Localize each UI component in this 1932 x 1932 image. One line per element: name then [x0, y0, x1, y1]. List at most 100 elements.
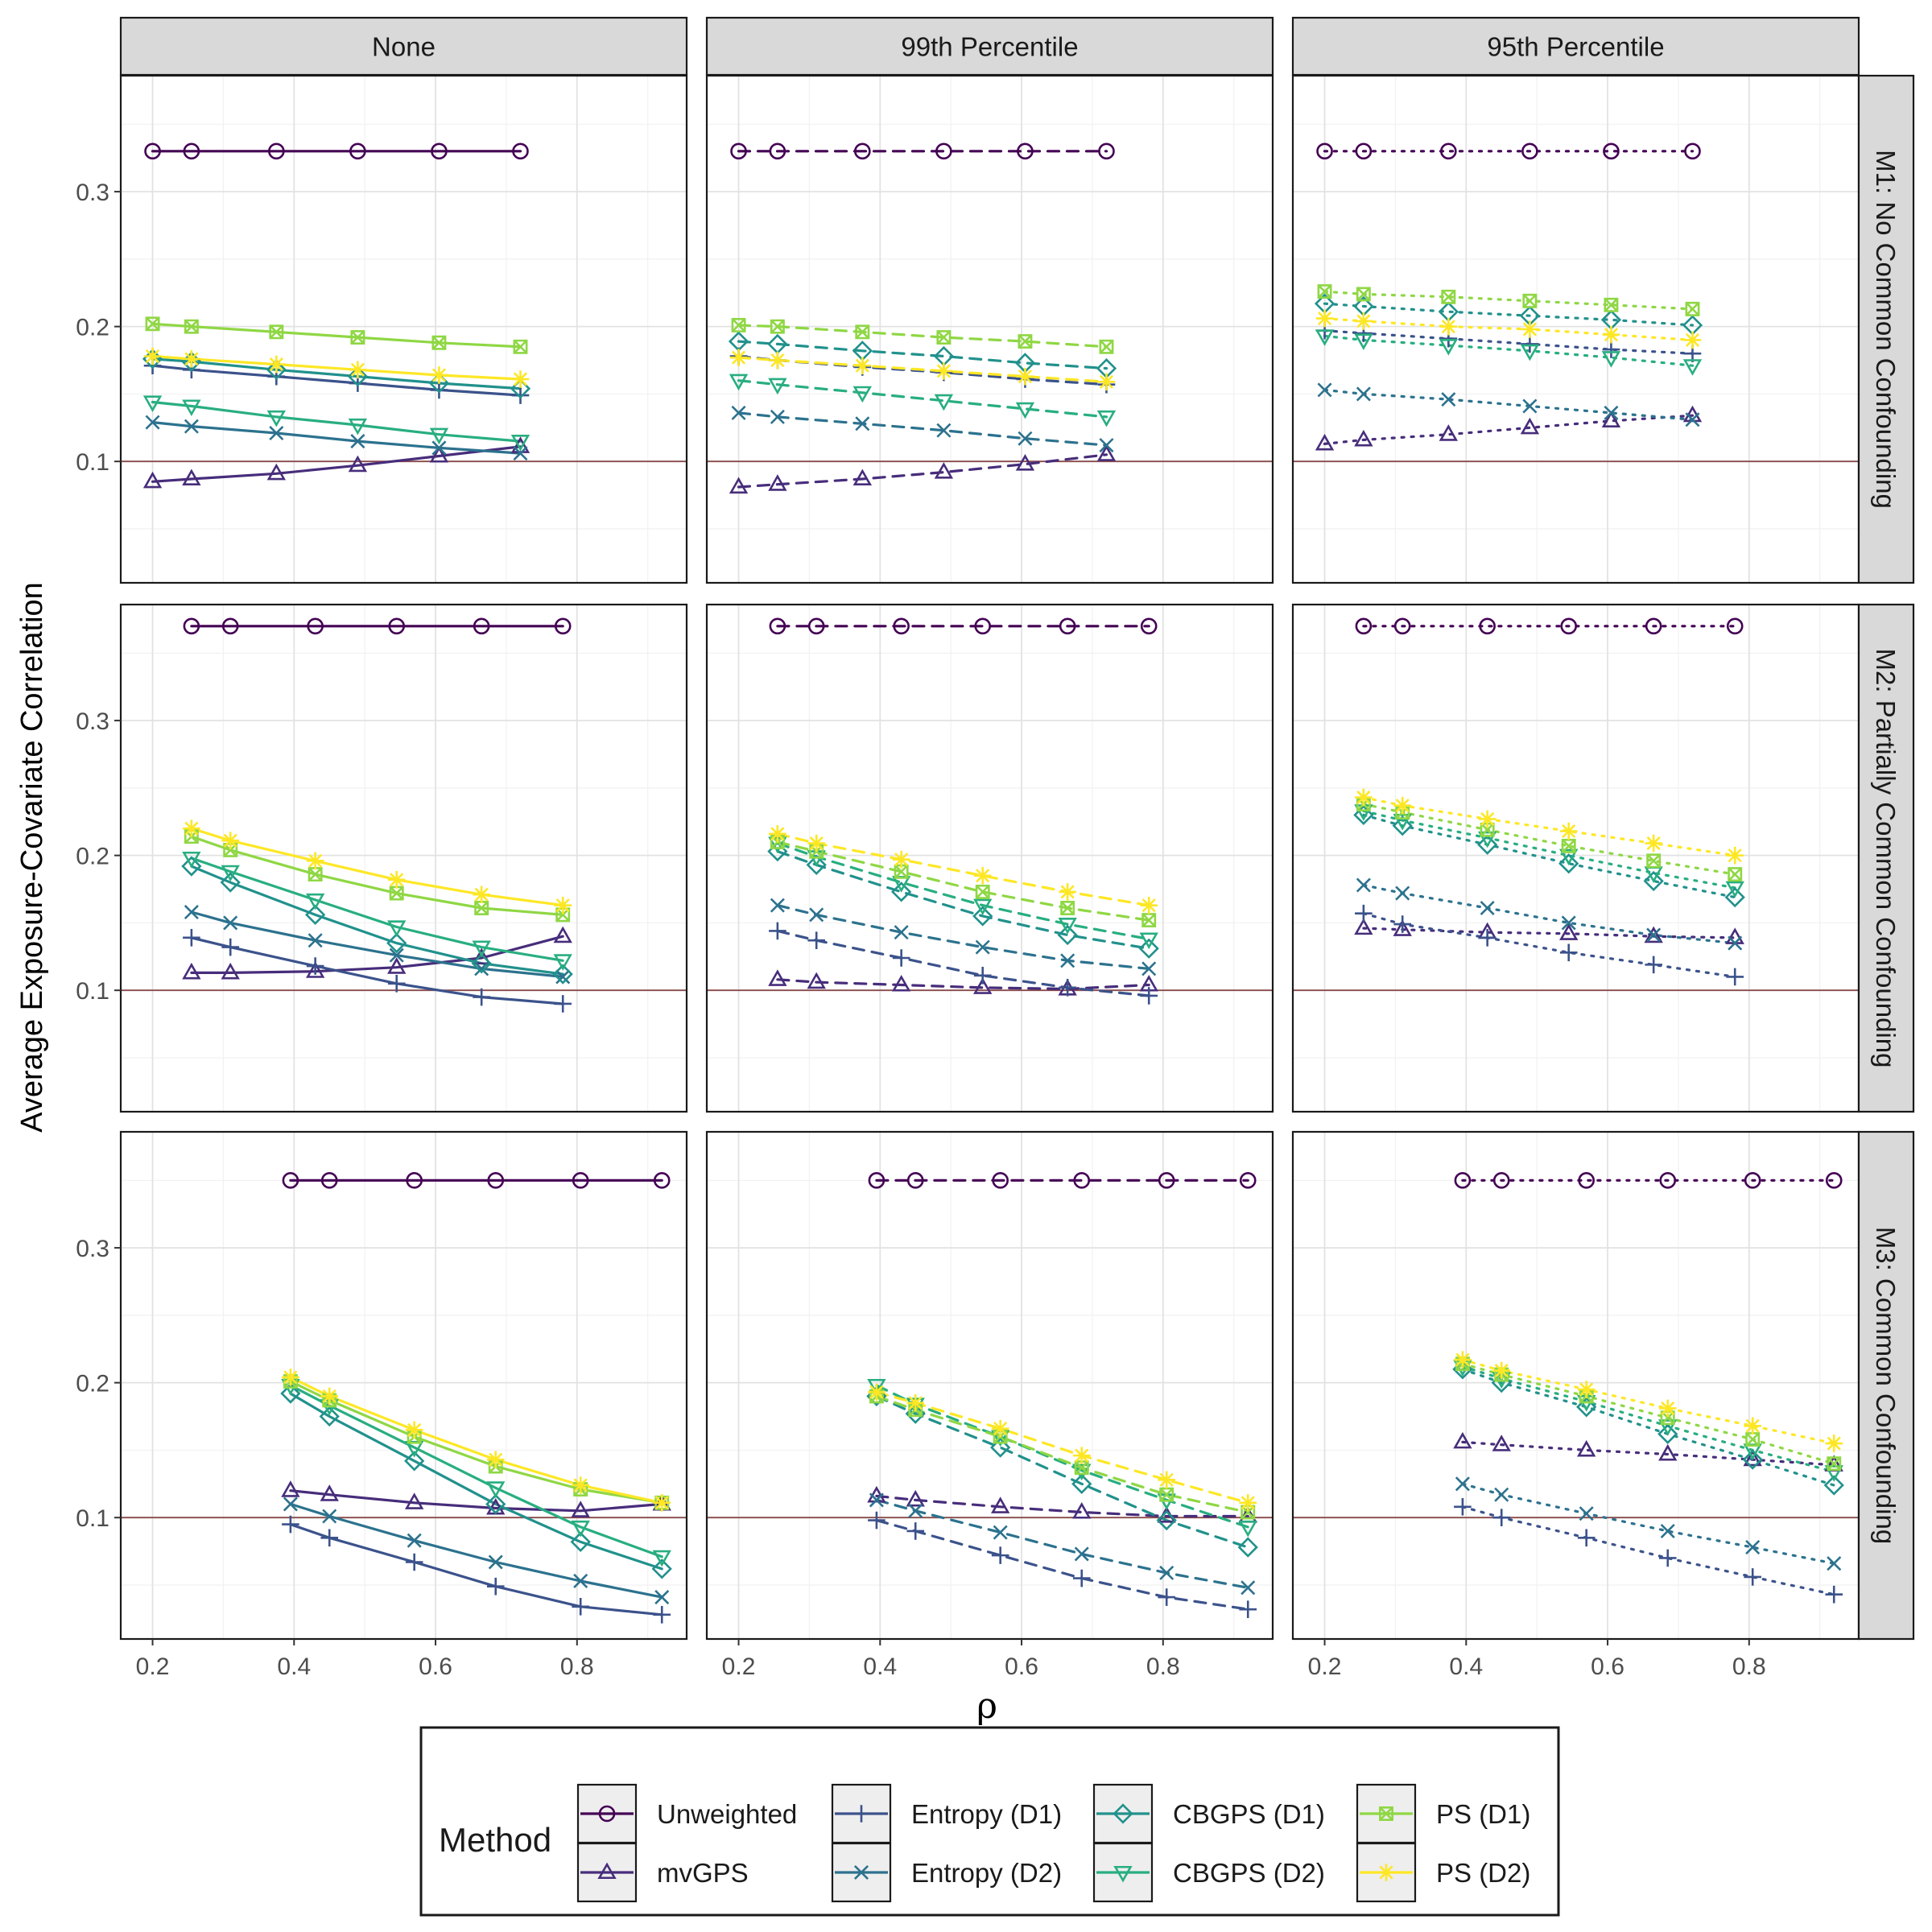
- point-unweighted: [431, 142, 448, 160]
- point-ps-d2: [1393, 796, 1412, 815]
- point-mvgps: [934, 462, 954, 479]
- point-ps-d2: [572, 1476, 589, 1494]
- point-mvgps: [990, 1496, 1010, 1513]
- series-line-entropy-d2: [151, 420, 522, 455]
- point-unweighted: [1239, 1172, 1257, 1189]
- point-cbgps-d1: [485, 1493, 506, 1515]
- series-line-entropy-d1: [190, 936, 564, 1005]
- panel-border: [119, 603, 688, 1113]
- point-mvgps: [1015, 454, 1035, 471]
- point-entropy-d1: [306, 957, 324, 975]
- series-line-ps-d2: [875, 1390, 1249, 1505]
- point-mvgps: [404, 1492, 424, 1509]
- point-cbgps-d2: [221, 865, 240, 882]
- point-entropy-d1: [1059, 979, 1076, 997]
- point-entropy-d2: [573, 1573, 588, 1588]
- point-ps-d2: [1454, 1351, 1472, 1368]
- point-entropy-d2: [1356, 877, 1371, 893]
- legend-marker-entropy-d2: [853, 1864, 869, 1880]
- point-cbgps-d1: [181, 856, 202, 877]
- point-mvgps: [1576, 1439, 1596, 1457]
- panel-r3-c2: [705, 1130, 1274, 1641]
- point-cbgps-d2: [934, 394, 954, 411]
- point-mvgps: [142, 471, 163, 489]
- point-cbgps-d2: [1096, 410, 1117, 427]
- point-ps-d2: [1140, 896, 1158, 914]
- point-cbgps-d2: [472, 940, 491, 958]
- point-entropy-d2: [184, 419, 199, 434]
- point-entropy-d1: [1492, 1509, 1511, 1526]
- point-cbgps-d2: [973, 898, 993, 916]
- point-entropy-d1: [1744, 1568, 1761, 1586]
- point-unweighted: [1578, 1172, 1595, 1189]
- point-cbgps-d2: [1139, 932, 1158, 950]
- point-cbgps-d2: [1824, 1465, 1843, 1482]
- series-line-ps-d2: [1461, 1358, 1835, 1445]
- point-entropy-d1: [973, 966, 992, 985]
- point-cbgps-d2: [1315, 329, 1335, 346]
- point-cbgps-d2: [348, 418, 368, 436]
- point-mvgps: [1354, 918, 1373, 935]
- point-entropy-d2: [936, 423, 952, 438]
- series-line-entropy-d2: [737, 411, 1108, 447]
- point-ps-d1: [1159, 1487, 1174, 1502]
- point-entropy-d2: [1018, 431, 1033, 446]
- point-cbgps-d1: [1237, 1537, 1258, 1558]
- point-cbgps-d1: [220, 872, 241, 893]
- series-line-mvgps: [190, 935, 564, 975]
- point-mvgps: [320, 1484, 339, 1501]
- point-entropy-d1: [1140, 987, 1158, 1005]
- series-line-entropy-d1: [289, 1522, 663, 1616]
- point-ps-d1: [431, 335, 447, 350]
- series-line-entropy-d1: [1461, 1505, 1835, 1596]
- point-unweighted: [282, 1172, 299, 1189]
- point-ps-d1: [975, 884, 990, 899]
- point-entropy-d2: [654, 1590, 670, 1605]
- point-cbgps-d2: [768, 378, 787, 395]
- legend-label: CBGPS (D2): [1173, 1858, 1325, 1888]
- point-ps-d2: [906, 1393, 925, 1412]
- point-entropy-d2: [1141, 961, 1157, 976]
- point-ps-d2: [991, 1419, 1009, 1438]
- series-line-cbgps-d2: [776, 841, 1150, 941]
- point-cbgps-d2: [486, 1481, 506, 1498]
- point-entropy-d1: [486, 1577, 505, 1596]
- point-cbgps-d2: [182, 399, 201, 417]
- point-cbgps-d1: [552, 964, 573, 985]
- point-ps-d1: [894, 864, 909, 879]
- point-entropy-d1: [868, 1511, 886, 1530]
- panel-background: [1293, 76, 1859, 583]
- point-unweighted: [554, 617, 572, 635]
- x-tick-label: 0.6: [1591, 1653, 1624, 1680]
- panel-background: [707, 605, 1273, 1112]
- point-cbgps-d2: [1058, 918, 1077, 935]
- point-entropy-d1: [183, 929, 200, 947]
- legend-item-ps-d2: PS (D2): [1356, 1842, 1530, 1903]
- point-mvgps: [1393, 919, 1412, 936]
- point-ps-d2: [1059, 883, 1076, 901]
- point-ps-d2: [853, 357, 872, 375]
- point-unweighted: [487, 1172, 505, 1189]
- point-ps-d1: [1317, 284, 1332, 299]
- col-strip-95th-percentile: 95th Percentile: [1291, 16, 1860, 76]
- legend-marker-unweighted: [598, 1805, 616, 1823]
- series-line-entropy-d2: [1461, 1482, 1835, 1565]
- point-unweighted: [935, 142, 952, 160]
- series-line-ps-d1: [737, 324, 1108, 349]
- series-line-cbgps-d1: [151, 357, 522, 390]
- point-unweighted: [183, 142, 200, 160]
- strip-background: [705, 16, 1274, 76]
- series-line-ps-d1: [776, 840, 1150, 922]
- series-points: [1452, 1172, 1844, 1604]
- legend-label: mvGPS: [657, 1858, 749, 1888]
- legend-item-mvgps: mvGPS: [576, 1842, 749, 1903]
- point-ps-d2: [729, 349, 748, 366]
- series-lines: [776, 625, 1150, 997]
- point-cbgps-d1: [1156, 1509, 1177, 1531]
- point-unweighted: [893, 617, 910, 635]
- point-cbgps-d2: [1682, 359, 1703, 376]
- point-entropy-d1: [991, 1546, 1009, 1564]
- point-ps-d2: [868, 1383, 886, 1402]
- series-line-entropy-d2: [289, 1502, 663, 1599]
- point-ps-d2: [1478, 810, 1496, 828]
